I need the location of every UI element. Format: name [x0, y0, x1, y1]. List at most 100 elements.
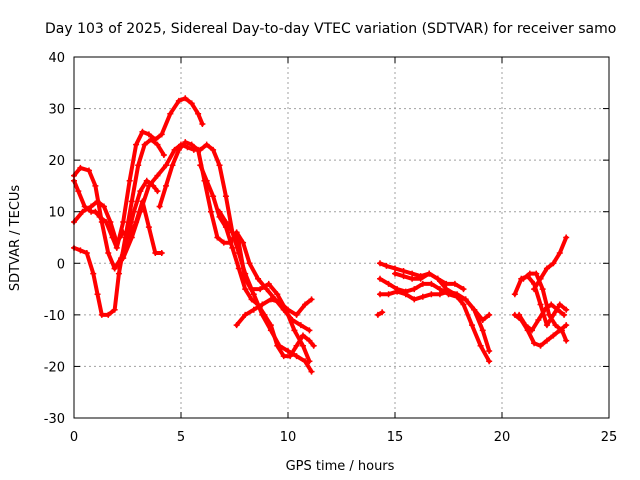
data-point [248, 296, 255, 303]
x-tick-label: 25 [601, 430, 618, 445]
data-point [261, 311, 268, 318]
series-line [198, 163, 316, 359]
data-point [107, 219, 114, 226]
data-point [242, 311, 249, 318]
data-point [197, 162, 204, 169]
data-point [293, 311, 300, 318]
x-tick-label: 15 [387, 430, 404, 445]
data-point [394, 288, 401, 295]
y-tick-label: 10 [48, 206, 65, 221]
data-point [563, 306, 570, 313]
data-point [169, 162, 176, 169]
data-point [460, 301, 467, 308]
data-point [126, 177, 133, 184]
series-line [378, 289, 492, 322]
data-point [274, 342, 281, 349]
data-point [554, 306, 561, 313]
x-tick-label: 10 [280, 430, 297, 445]
data-point [242, 270, 249, 277]
series-arc-14 [374, 309, 386, 318]
y-axis-label: SDTVAR / TECUs [8, 185, 23, 292]
data-point [158, 131, 165, 138]
data-point [145, 224, 152, 231]
data-point [462, 296, 469, 303]
data-point [546, 311, 553, 318]
data-point [419, 280, 426, 287]
data-point [143, 177, 150, 184]
data-point [486, 311, 493, 318]
data-point [379, 309, 386, 316]
data-point [287, 353, 294, 360]
data-point [94, 291, 101, 298]
data-point [199, 121, 206, 128]
series-arc-4 [71, 198, 165, 256]
data-point [250, 306, 257, 313]
data-point [392, 270, 398, 277]
data-point [120, 255, 127, 262]
data-point [105, 311, 112, 318]
data-point [145, 182, 152, 189]
axis-ticks: 0 5 10 15 20 25 -30 -20 -10 0 10 20 30 40 [44, 51, 618, 445]
y-tick-label: 20 [48, 154, 65, 169]
data-point [552, 322, 559, 329]
data-point [182, 95, 189, 102]
data-point [83, 249, 90, 256]
data-point [460, 286, 467, 293]
data-point [377, 275, 384, 282]
data-point [267, 296, 274, 303]
data-point [377, 260, 384, 267]
data-point [419, 293, 426, 300]
data-point [302, 301, 309, 308]
data-point [426, 270, 433, 277]
data-point [240, 239, 247, 246]
data-point [145, 131, 152, 138]
data-point [111, 265, 118, 272]
data-point [265, 280, 272, 287]
series-arc-19 [520, 270, 570, 344]
data-point [188, 141, 195, 148]
data-point [417, 275, 424, 282]
data-point [100, 203, 107, 210]
y-tick-label: -30 [44, 412, 65, 427]
data-point [486, 358, 493, 365]
data-point [436, 286, 443, 293]
data-point [98, 311, 105, 318]
data-point [471, 306, 478, 313]
data-point [105, 249, 112, 256]
data-point [203, 177, 210, 184]
data-point [526, 270, 533, 277]
data-point [543, 322, 550, 329]
data-point [248, 286, 255, 293]
data-point [267, 322, 274, 329]
series-line [112, 142, 314, 374]
series-arc-9 [233, 296, 315, 329]
data-point [77, 247, 84, 254]
data-point [531, 340, 538, 347]
data-point [276, 298, 283, 305]
series-line [72, 199, 164, 255]
data-point [111, 306, 118, 313]
data-point [113, 244, 120, 251]
x-tick-label: 5 [177, 430, 185, 445]
data-point [175, 97, 182, 104]
data-point [308, 368, 315, 375]
data-point [148, 136, 155, 143]
series-arc-3 [71, 136, 167, 318]
data-point [563, 234, 570, 241]
data-point [451, 280, 458, 287]
data-point [383, 262, 390, 269]
grid [74, 57, 609, 418]
data-point [184, 144, 191, 151]
data-point [188, 100, 195, 107]
y-tick-label: 40 [48, 51, 65, 66]
data-point [531, 286, 538, 293]
series-arc-5 [111, 141, 315, 375]
series-arc-12 [377, 288, 493, 324]
data-point [88, 203, 95, 210]
data-point [94, 198, 101, 205]
data-point [308, 296, 315, 303]
data-point [222, 193, 229, 200]
data-point [299, 342, 306, 349]
data-point [428, 280, 435, 287]
